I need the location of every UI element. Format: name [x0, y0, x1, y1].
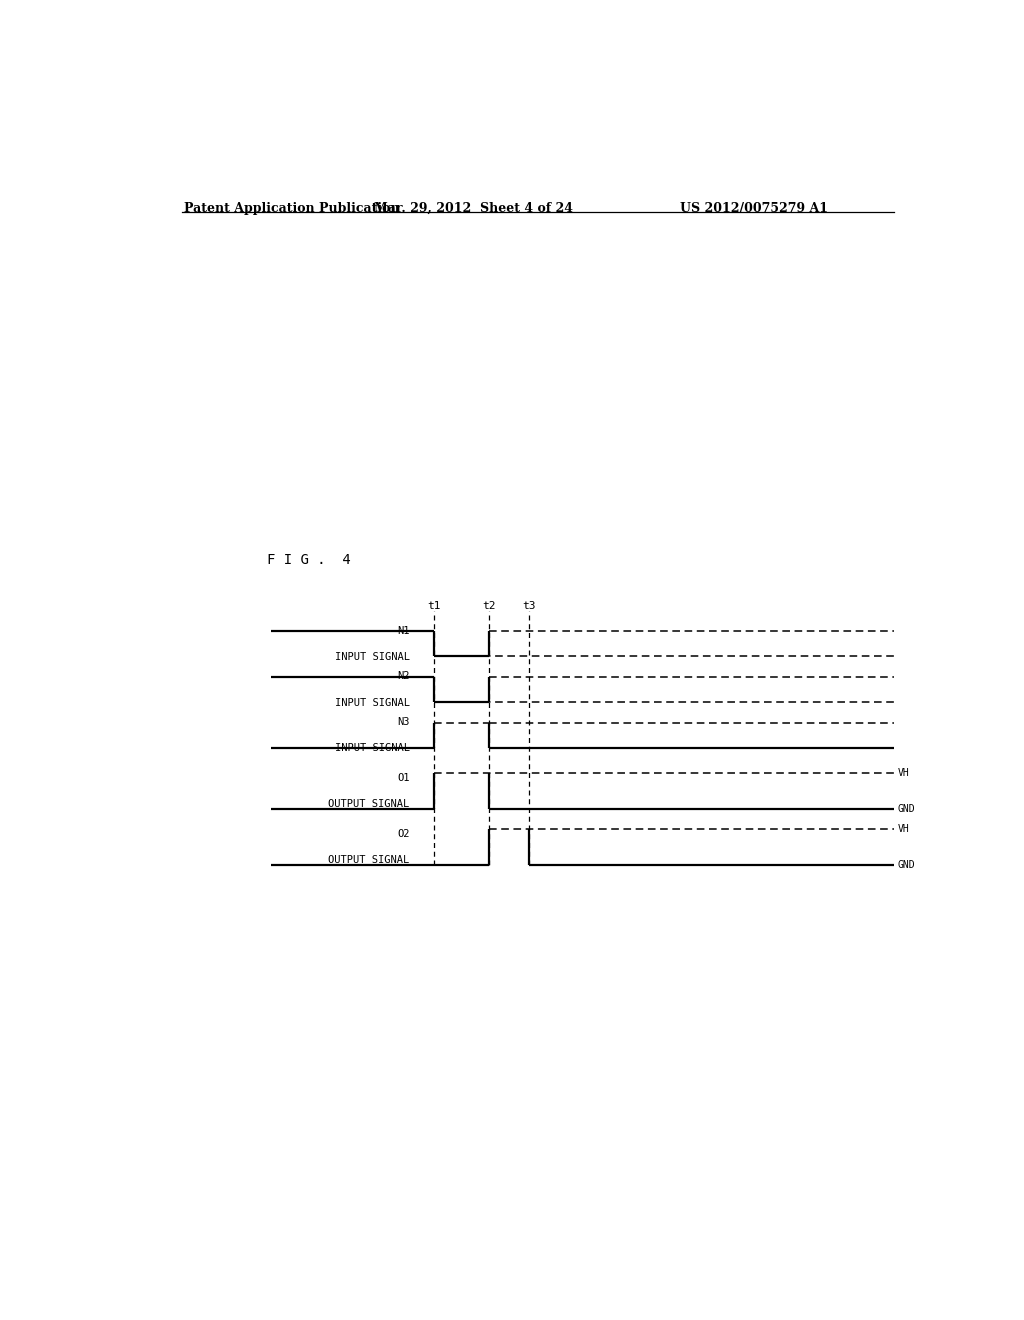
Text: Patent Application Publication: Patent Application Publication: [183, 202, 399, 215]
Text: INPUT SIGNAL: INPUT SIGNAL: [335, 697, 410, 708]
Text: VH: VH: [898, 824, 909, 834]
Text: Mar. 29, 2012  Sheet 4 of 24: Mar. 29, 2012 Sheet 4 of 24: [374, 202, 572, 215]
Text: INPUT SIGNAL: INPUT SIGNAL: [335, 743, 410, 754]
Text: OUTPUT SIGNAL: OUTPUT SIGNAL: [329, 799, 410, 809]
Text: t2: t2: [482, 601, 496, 611]
Text: N3: N3: [397, 717, 410, 727]
Text: t1: t1: [427, 601, 440, 611]
Text: INPUT SIGNAL: INPUT SIGNAL: [335, 652, 410, 661]
Text: VH: VH: [898, 768, 909, 779]
Text: GND: GND: [898, 859, 915, 870]
Text: US 2012/0075279 A1: US 2012/0075279 A1: [680, 202, 827, 215]
Text: O1: O1: [397, 774, 410, 783]
Text: OUTPUT SIGNAL: OUTPUT SIGNAL: [329, 855, 410, 865]
Text: N1: N1: [397, 626, 410, 636]
Text: O2: O2: [397, 829, 410, 840]
Text: GND: GND: [898, 804, 915, 814]
Text: N2: N2: [397, 672, 410, 681]
Text: t3: t3: [522, 601, 536, 611]
Text: F I G .  4: F I G . 4: [267, 553, 350, 568]
